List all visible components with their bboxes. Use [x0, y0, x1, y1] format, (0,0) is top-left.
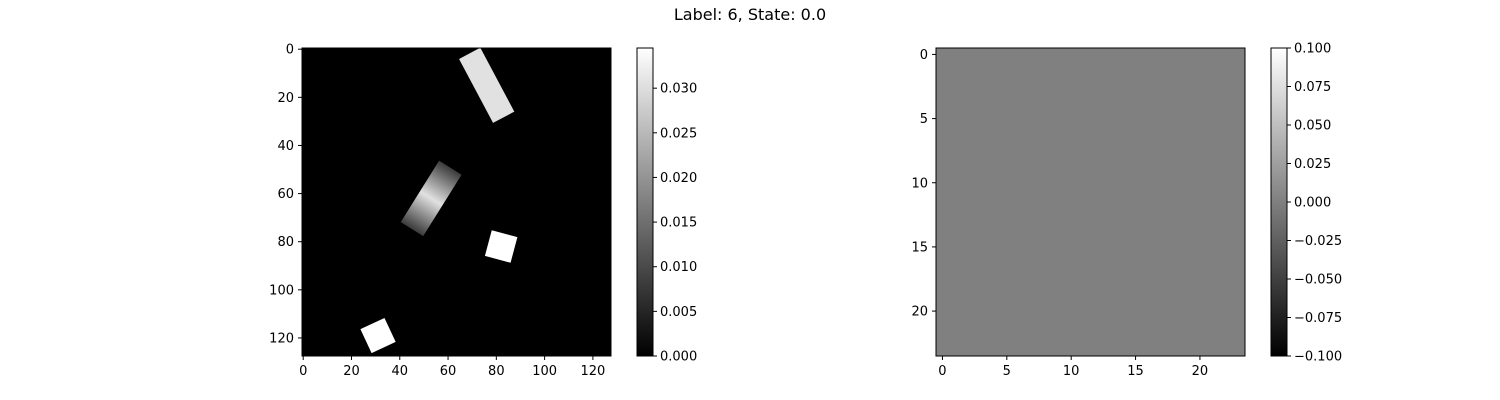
- colorbar-tick-label: 0.025: [660, 126, 697, 141]
- x-tick-label: 20: [1192, 364, 1209, 379]
- x-tick-label: 60: [440, 364, 457, 379]
- x-tick-label: 0: [938, 364, 946, 379]
- colorbar-tick-label: 0.010: [660, 260, 697, 275]
- x-tick-label: 5: [1003, 364, 1011, 379]
- x-tick-label: 100: [532, 364, 557, 379]
- colorbar-tick-label: −0.100: [1294, 350, 1342, 365]
- colorbar-tick-label: 0.025: [1294, 157, 1331, 172]
- y-tick-label: 60: [277, 187, 294, 202]
- colorbar-tick-label: 0.005: [660, 305, 697, 320]
- x-tick-label: 10: [1063, 364, 1080, 379]
- y-tick-label: 0: [920, 48, 928, 63]
- colorbar-tick-label: 0.075: [1294, 80, 1331, 95]
- colorbar-tick-label: 0.000: [660, 350, 697, 365]
- colorbar-tick-label: 0.015: [660, 216, 697, 231]
- axes-frame: [935, 47, 1246, 357]
- colorbar-tick-label: 0.030: [660, 82, 697, 97]
- image-object-rectangle: [400, 160, 462, 237]
- left-heatmap-panel: 0 20 40 60 80 100 120 0 20 40 60 80 100 120 0.000 0.005…: [269, 43, 697, 379]
- image-object-rectangle: [459, 48, 515, 123]
- y-tick-label: 40: [277, 139, 294, 154]
- y-tick-label: 10: [911, 176, 928, 191]
- colorbar-tick-label: 0.020: [660, 171, 697, 186]
- colorbar-tick-label: −0.050: [1294, 273, 1342, 288]
- colorbar-tick-label: 0.000: [1294, 196, 1331, 211]
- colorbar-tick-label: −0.025: [1294, 234, 1342, 249]
- y-tick-label: 100: [269, 283, 294, 298]
- y-tick-label: 120: [269, 331, 294, 346]
- x-tick-label: 20: [343, 364, 360, 379]
- colorbar-tick-label: −0.075: [1294, 311, 1342, 326]
- colorbar: [1271, 48, 1287, 356]
- image-background: [936, 48, 1245, 356]
- colorbar-frame: [636, 47, 654, 357]
- right-heatmap-panel: 0 5 10 15 20 0 5 10 15 20 −0.100 −0.075 −0.050 −0.025…: [911, 42, 1342, 380]
- y-tick-label: 5: [920, 112, 928, 127]
- x-tick-label: 0: [299, 364, 307, 379]
- y-tick-label: 15: [911, 240, 928, 255]
- x-tick-label: 15: [1127, 364, 1144, 379]
- colorbar-tick-label: 0.050: [1294, 119, 1331, 134]
- colorbar-tick-label: 0.100: [1294, 42, 1331, 57]
- x-tick-label: 40: [391, 364, 408, 379]
- y-tick-label: 0: [286, 43, 294, 58]
- image-object-square: [360, 317, 396, 354]
- y-tick-label: 80: [277, 235, 294, 250]
- y-tick-label: 20: [277, 91, 294, 106]
- image-objects: [360, 48, 518, 354]
- x-tick-label: 120: [580, 364, 605, 379]
- image-object-square: [484, 230, 518, 263]
- x-tick-label: 80: [488, 364, 505, 379]
- image-background: [302, 48, 611, 356]
- axes-frame: [301, 47, 612, 357]
- y-tick-label: 20: [911, 305, 928, 320]
- figure-title: Label: 6, State: 0.0: [673, 5, 827, 24]
- colorbar: [637, 48, 653, 356]
